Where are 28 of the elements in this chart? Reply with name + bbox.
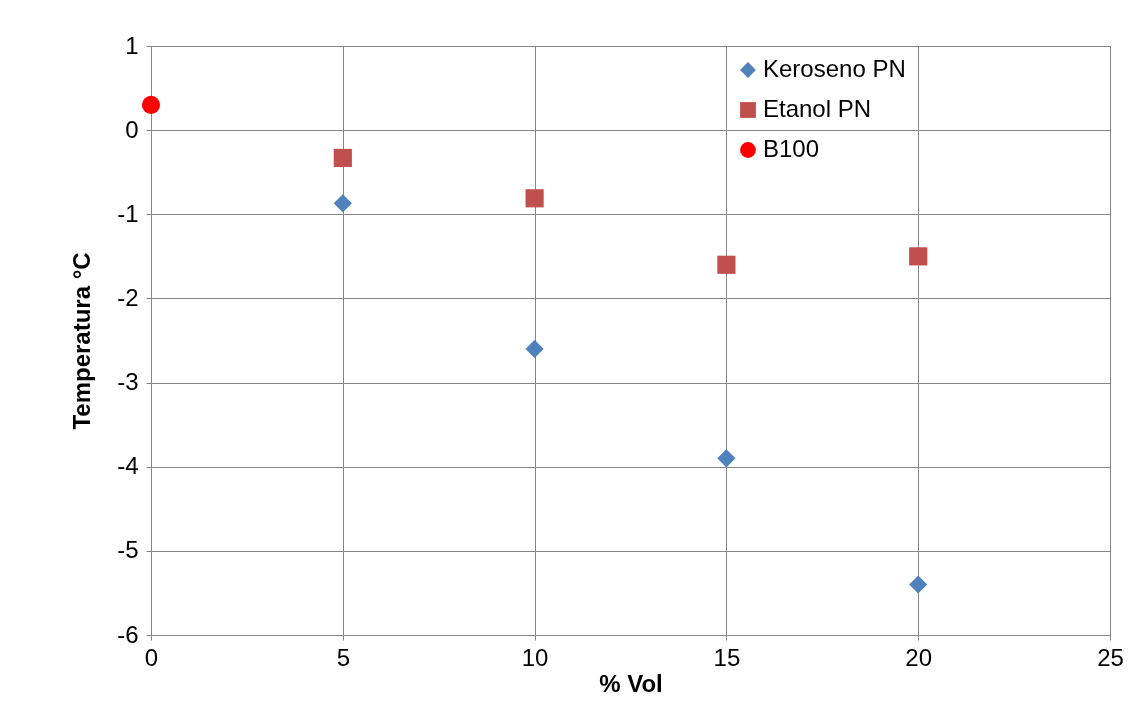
- y-tick-label: -4: [117, 452, 139, 480]
- y-tick-label: -1: [117, 199, 139, 227]
- y-tick-label: -3: [117, 368, 139, 396]
- x-tick-label: 0: [144, 643, 159, 671]
- y-tick-label: -6: [117, 620, 139, 648]
- y-axis-title: Temperatura °C: [68, 252, 96, 430]
- y-tick-label: 0: [125, 115, 139, 143]
- point: [909, 247, 928, 266]
- legend-label: Keroseno PN: [762, 55, 906, 82]
- point: [525, 189, 544, 208]
- x-tick-label: 5: [336, 643, 350, 671]
- x-tick-label: 15: [713, 643, 741, 671]
- point: [909, 575, 928, 594]
- point: [717, 449, 736, 468]
- y-tick-label: 1: [125, 31, 139, 59]
- x-axis-title: % Vol: [599, 669, 663, 697]
- x-tick-label: 20: [905, 643, 933, 671]
- legend-label: Etanol PN: [762, 95, 872, 122]
- point: [333, 148, 352, 167]
- point: [525, 339, 544, 358]
- y-tick-label: -5: [117, 536, 139, 564]
- x-tick-label: 10: [521, 643, 549, 671]
- point: [141, 95, 161, 114]
- point: [717, 255, 736, 274]
- x-tick-label: 25: [1097, 643, 1124, 671]
- legend-label: B100: [762, 135, 820, 162]
- y-tick-label: -2: [117, 283, 139, 311]
- point: [333, 194, 352, 213]
